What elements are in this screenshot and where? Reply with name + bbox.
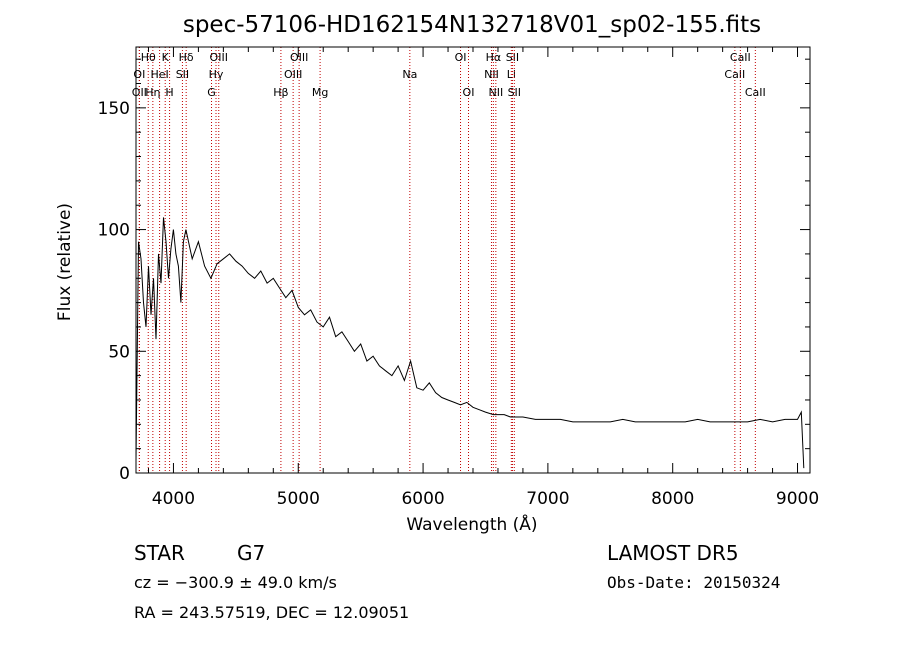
y-tick-label: 150: [98, 99, 130, 119]
spectral-line-label: SII: [176, 68, 189, 81]
spectral-line-label: Hδ: [179, 51, 194, 64]
spectral-line-label: G: [207, 86, 216, 99]
spectral-line-label: HeI: [150, 68, 168, 81]
y-axis: 0 50 100 150: [98, 58, 810, 484]
x-axis: 4000 5000 6000 7000 8000 9000: [147, 47, 819, 509]
spectral-line-label: H: [165, 86, 173, 99]
coordinates-label: RA = 243.57519, DEC = 12.09051: [134, 603, 410, 622]
x-tick-label: 8000: [651, 489, 694, 509]
spectral-line-label: Hγ: [209, 68, 224, 81]
spectral-line-label: OIII: [210, 51, 228, 64]
spectral-line-markers: OIIOIHθHηHeIKHSIIHδGHγOIIIHβOIIIOIIIMgNa…: [132, 47, 766, 473]
spectral-line-label: Hβ: [273, 86, 288, 99]
x-axis-label: Wavelength (Å): [406, 513, 537, 535]
spectral-line-label: NII: [488, 86, 503, 99]
subclass-label: G7: [237, 541, 266, 565]
spectral-line-label: Hα: [486, 51, 502, 64]
spectral-line-label: SII: [508, 86, 521, 99]
x-tick-label: 5000: [277, 489, 320, 509]
spectral-line-label: CaII: [724, 68, 745, 81]
spectral-line-label: Hθ: [141, 51, 156, 64]
class-label: STAR: [134, 541, 185, 565]
redshift-label: cz = −300.9 ± 49.0 km/s: [134, 573, 337, 592]
y-tick-label: 100: [98, 221, 130, 241]
y-tick-label: 50: [108, 342, 130, 362]
obs-date-label: Obs-Date: 20150324: [607, 573, 781, 592]
x-tick-label: 9000: [776, 489, 819, 509]
y-axis-label: Flux (relative): [55, 203, 75, 321]
plot-frame: [135, 46, 811, 474]
spectral-line-label: K: [162, 51, 170, 64]
spectral-line-label: CaII: [730, 51, 751, 64]
spectral-line-label: Hη: [145, 86, 160, 99]
spectral-line-label: OI: [463, 86, 475, 99]
spectral-line-label: SII: [506, 51, 519, 64]
spectral-line-label: Mg: [312, 86, 328, 99]
spectral-line-label: OIII: [290, 51, 308, 64]
spectral-line-label: CaII: [745, 86, 766, 99]
spectrum-series: [135, 217, 805, 469]
spectral-line-label: NII: [484, 68, 499, 81]
x-tick-label: 4000: [152, 489, 195, 509]
chart-title: spec-57106-HD162154N132718V01_sp02-155.f…: [183, 12, 761, 38]
spectral-line-label: OI: [455, 51, 467, 64]
y-tick-label: 0: [119, 464, 130, 484]
spectral-line-label: OIII: [284, 68, 302, 81]
x-tick-label: 6000: [401, 489, 444, 509]
spectrum-line: [135, 217, 805, 469]
spectral-line-label: Li: [507, 68, 516, 81]
survey-label: LAMOST DR5: [607, 541, 739, 565]
spectral-line-label: Na: [402, 68, 417, 81]
spectral-line-label: OI: [133, 68, 145, 81]
x-tick-label: 7000: [526, 489, 569, 509]
